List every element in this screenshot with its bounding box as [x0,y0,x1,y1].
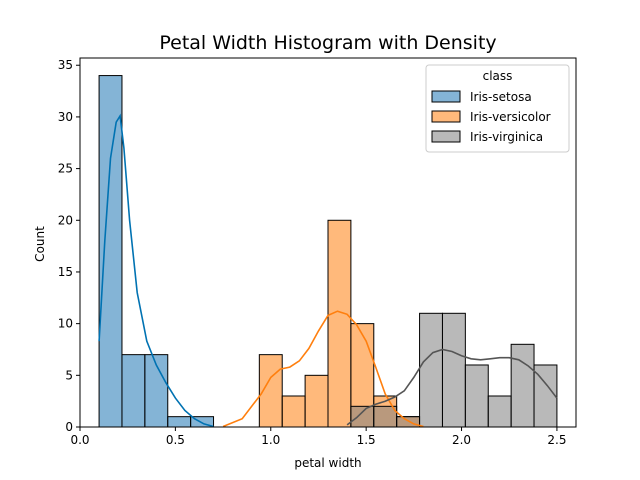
density-curve-2 [346,348,558,426]
y-tick-label: 10 [58,317,73,331]
axes: 0.0 0.5 1.0 1.5 2.0 2.5 0 5 10 15 20 25 30 35 [58,57,577,447]
x-tick-label: 0.0 [70,433,89,447]
x-axis-label: petal width [294,456,361,470]
legend-label-0: Iris-setosa [470,90,532,104]
plot-frame [79,57,577,428]
y-tick-label: 20 [58,213,73,227]
legend-swatch-1 [431,110,461,123]
y-tick-label: 5 [65,368,73,382]
legend-swatch-2 [431,130,461,143]
histogram-bar-1-3 [327,219,352,428]
y-tick-label: 15 [58,265,73,279]
x-tick-label: 1.5 [357,433,376,447]
legend-label-2: Iris-virginica [470,130,543,144]
histogram-bar-2-4 [441,312,466,428]
histogram-bar-1-2 [304,374,329,428]
x-tick-label: 0.5 [166,433,185,447]
density-curve-1 [222,310,424,428]
histogram-bar-2-6 [487,395,512,428]
chart-title: Petal Width Histogram with Density [159,32,496,54]
legend-swatch-0 [431,90,461,103]
y-tick-label: 25 [58,162,73,176]
x-tick-label: 2.5 [547,433,566,447]
y-tick-label: 0 [65,420,73,434]
x-tick-label: 1.0 [261,433,280,447]
density-curve-0 [98,113,214,428]
histogram-bars [98,75,558,428]
histogram-bar-2-5 [464,364,489,428]
histogram-bar-1-1 [281,395,306,428]
legend: class Iris-setosa Iris-versicolor Iris-virg… [425,64,570,153]
x-tick-label: 2.0 [452,433,471,447]
histogram-bar-2-1 [373,405,398,428]
histogram-bar-0-1 [121,354,146,428]
histogram-bar-0-0 [98,75,123,428]
histogram-bar-2-0 [350,405,375,428]
y-tick-label: 35 [58,58,73,72]
histogram-bar-2-3 [419,312,443,428]
legend-label-1: Iris-versicolor [470,110,551,124]
legend-box [425,64,570,153]
y-tick-label: 30 [58,110,73,124]
histogram-bar-0-3 [167,416,192,428]
y-axis-label: Count [33,226,47,262]
density-curves [98,113,558,428]
histogram-bar-2-2 [396,416,421,428]
histogram-bar-2-7 [510,343,535,428]
legend-title: class [483,69,513,83]
